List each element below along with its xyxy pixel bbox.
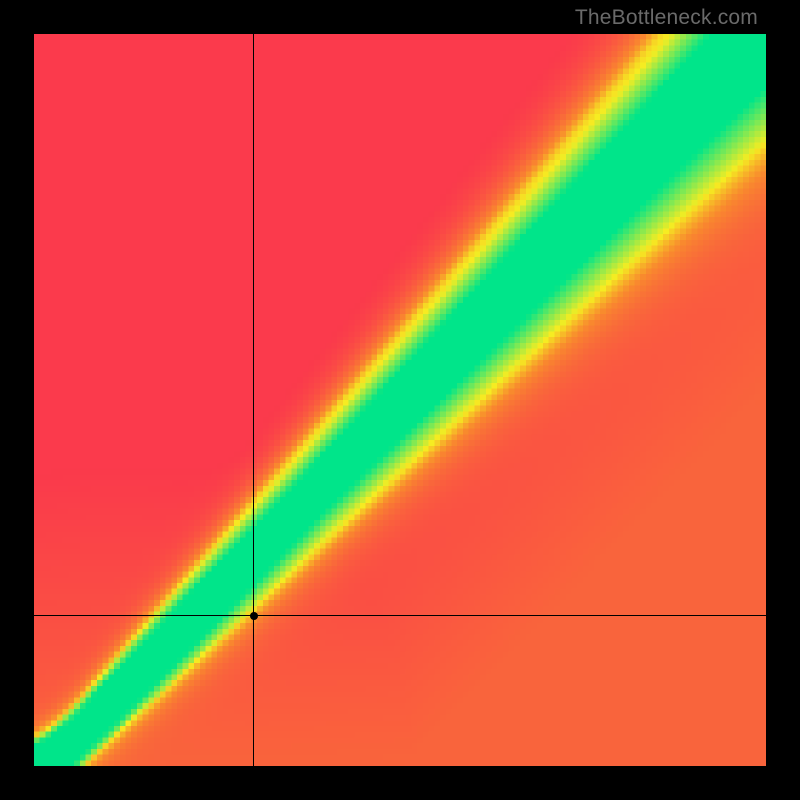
- watermark-text: TheBottleneck.com: [575, 6, 758, 30]
- crosshair-vertical: [253, 34, 254, 766]
- heatmap-plot: [34, 34, 766, 766]
- crosshair-horizontal: [34, 615, 766, 616]
- heatmap-canvas: [34, 34, 766, 766]
- marker-dot: [250, 612, 258, 620]
